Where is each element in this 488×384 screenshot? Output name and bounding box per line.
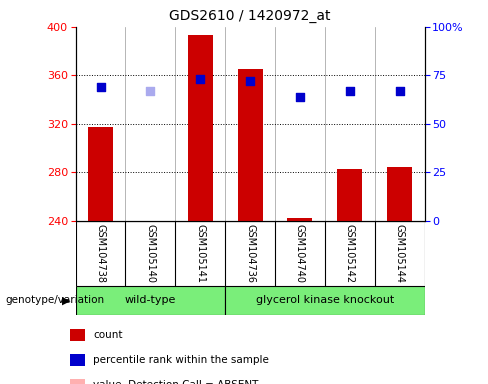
Text: GSM105144: GSM105144	[395, 224, 405, 283]
Bar	[225, 286, 425, 315]
Text: GSM104740: GSM104740	[295, 224, 305, 283]
Text: ▶: ▶	[61, 295, 70, 306]
Text: GSM104738: GSM104738	[96, 224, 105, 283]
Title: GDS2610 / 1420972_at: GDS2610 / 1420972_at	[169, 9, 331, 23]
Text: GSM105142: GSM105142	[345, 224, 355, 283]
Bar	[238, 69, 263, 221]
Text: glycerol kinase knockout: glycerol kinase knockout	[256, 295, 394, 306]
Bar	[287, 218, 312, 221]
Bar	[188, 35, 213, 221]
Bar	[70, 329, 85, 341]
Text: value, Detection Call = ABSENT: value, Detection Call = ABSENT	[93, 380, 259, 384]
Point	[346, 88, 354, 94]
Point	[97, 84, 104, 90]
Text: GSM105141: GSM105141	[195, 224, 205, 283]
Bar	[387, 167, 412, 221]
Bar	[70, 354, 85, 366]
Point	[396, 88, 404, 94]
Point	[196, 76, 204, 82]
Text: wild-type: wild-type	[125, 295, 176, 306]
Bar	[76, 286, 225, 315]
Text: GSM104736: GSM104736	[245, 224, 255, 283]
Bar	[88, 127, 113, 221]
Bar	[70, 379, 85, 384]
Point	[246, 78, 254, 84]
Text: percentile rank within the sample: percentile rank within the sample	[93, 355, 269, 365]
Text: genotype/variation: genotype/variation	[5, 295, 104, 306]
Point	[146, 88, 154, 94]
Point	[296, 94, 304, 100]
Text: count: count	[93, 330, 122, 340]
Text: GSM105140: GSM105140	[145, 224, 155, 283]
Bar	[337, 169, 362, 221]
